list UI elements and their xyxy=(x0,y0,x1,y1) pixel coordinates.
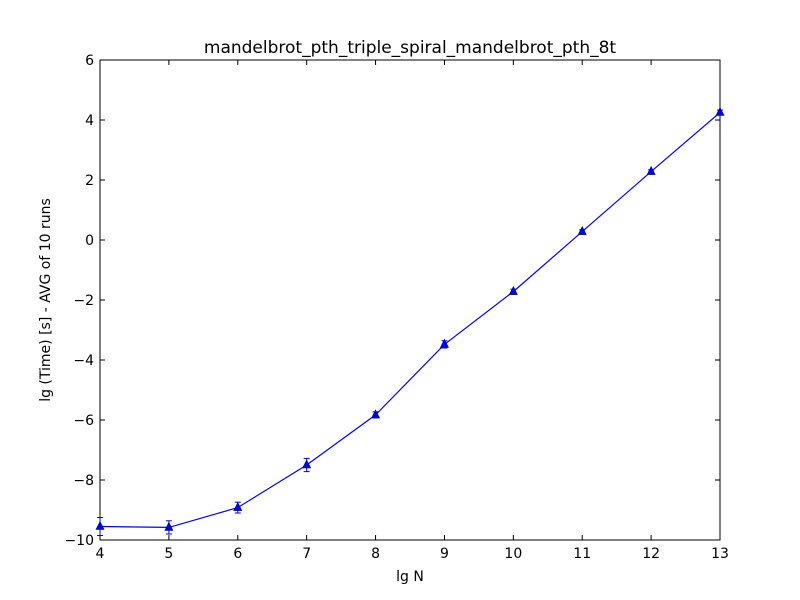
data-point-marker xyxy=(371,409,381,419)
data-point-marker xyxy=(646,165,656,175)
data-point-marker xyxy=(439,338,449,348)
data-point-marker xyxy=(164,521,174,531)
x-tick-label: 7 xyxy=(302,546,311,562)
x-tick-label: 13 xyxy=(711,546,729,562)
data-point-marker xyxy=(508,285,518,295)
x-tick-label: 10 xyxy=(504,546,522,562)
data-point-marker xyxy=(715,106,725,116)
data-point-marker xyxy=(95,520,105,530)
x-axis-label: lg N xyxy=(396,569,424,585)
series-line xyxy=(99,112,721,529)
y-tick-label: 0 xyxy=(85,233,94,249)
y-tick-label: −8 xyxy=(73,473,94,489)
y-tick-label: −2 xyxy=(73,293,94,309)
x-tick-label: 11 xyxy=(573,546,591,562)
x-tick-label: 4 xyxy=(96,546,105,562)
data-point-marker xyxy=(233,501,243,511)
data-point-marker xyxy=(577,225,587,235)
data-point-marker xyxy=(302,459,312,469)
x-tick-label: 8 xyxy=(371,546,380,562)
chart-title: mandelbrot_pth_triple_spiral_mandelbrot_… xyxy=(204,38,617,58)
x-tick-label: 12 xyxy=(642,546,660,562)
x-tick-label: 9 xyxy=(440,546,449,562)
y-tick-label: −4 xyxy=(73,353,94,369)
y-tick-label: −6 xyxy=(73,413,94,429)
y-tick-label: 4 xyxy=(85,113,94,129)
y-tick-label: 6 xyxy=(85,53,94,69)
y-tick-label: −10 xyxy=(64,533,94,549)
y-tick-label: 2 xyxy=(85,173,94,189)
y-axis-label: lg (Time) [s] - AVG of 10 runs xyxy=(38,198,54,402)
x-tick-label: 6 xyxy=(233,546,242,562)
x-tick-label: 5 xyxy=(164,546,173,562)
plot-area: 4 5 6 7 8 9 10 11 12 13 −10 −8 −6 −4 −2 0 2 4 6 xyxy=(64,53,728,562)
